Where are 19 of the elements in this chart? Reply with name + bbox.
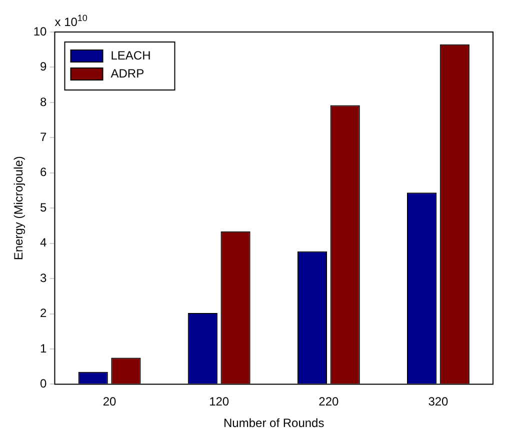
y-tick-label: 5: [40, 200, 48, 214]
legend-label: ADRP: [110, 66, 144, 80]
y-tick-label: 7: [40, 130, 48, 144]
y-tick-label: 10: [33, 24, 48, 38]
x-tick-label: 20: [102, 394, 117, 409]
y-tick-label: 6: [40, 165, 48, 180]
y-tick-label: 1: [40, 341, 48, 356]
x-tick-label: 120: [209, 394, 230, 409]
y-tick-label: 4: [40, 236, 48, 250]
y-tick-label: 9: [40, 60, 48, 74]
y-axis-title: Energy (Microjoule): [12, 156, 26, 260]
y-tick-label: 8: [40, 94, 48, 109]
x-axis-title: Number of Rounds: [224, 416, 324, 430]
y-tick-label: 2: [40, 306, 48, 320]
y-tick-label: 3: [40, 270, 48, 285]
x-tick-label: 320: [428, 394, 449, 409]
x-tick-label: 220: [318, 394, 339, 409]
y-tick-label: 0: [40, 376, 48, 391]
legend-label: LEACH: [110, 48, 151, 62]
